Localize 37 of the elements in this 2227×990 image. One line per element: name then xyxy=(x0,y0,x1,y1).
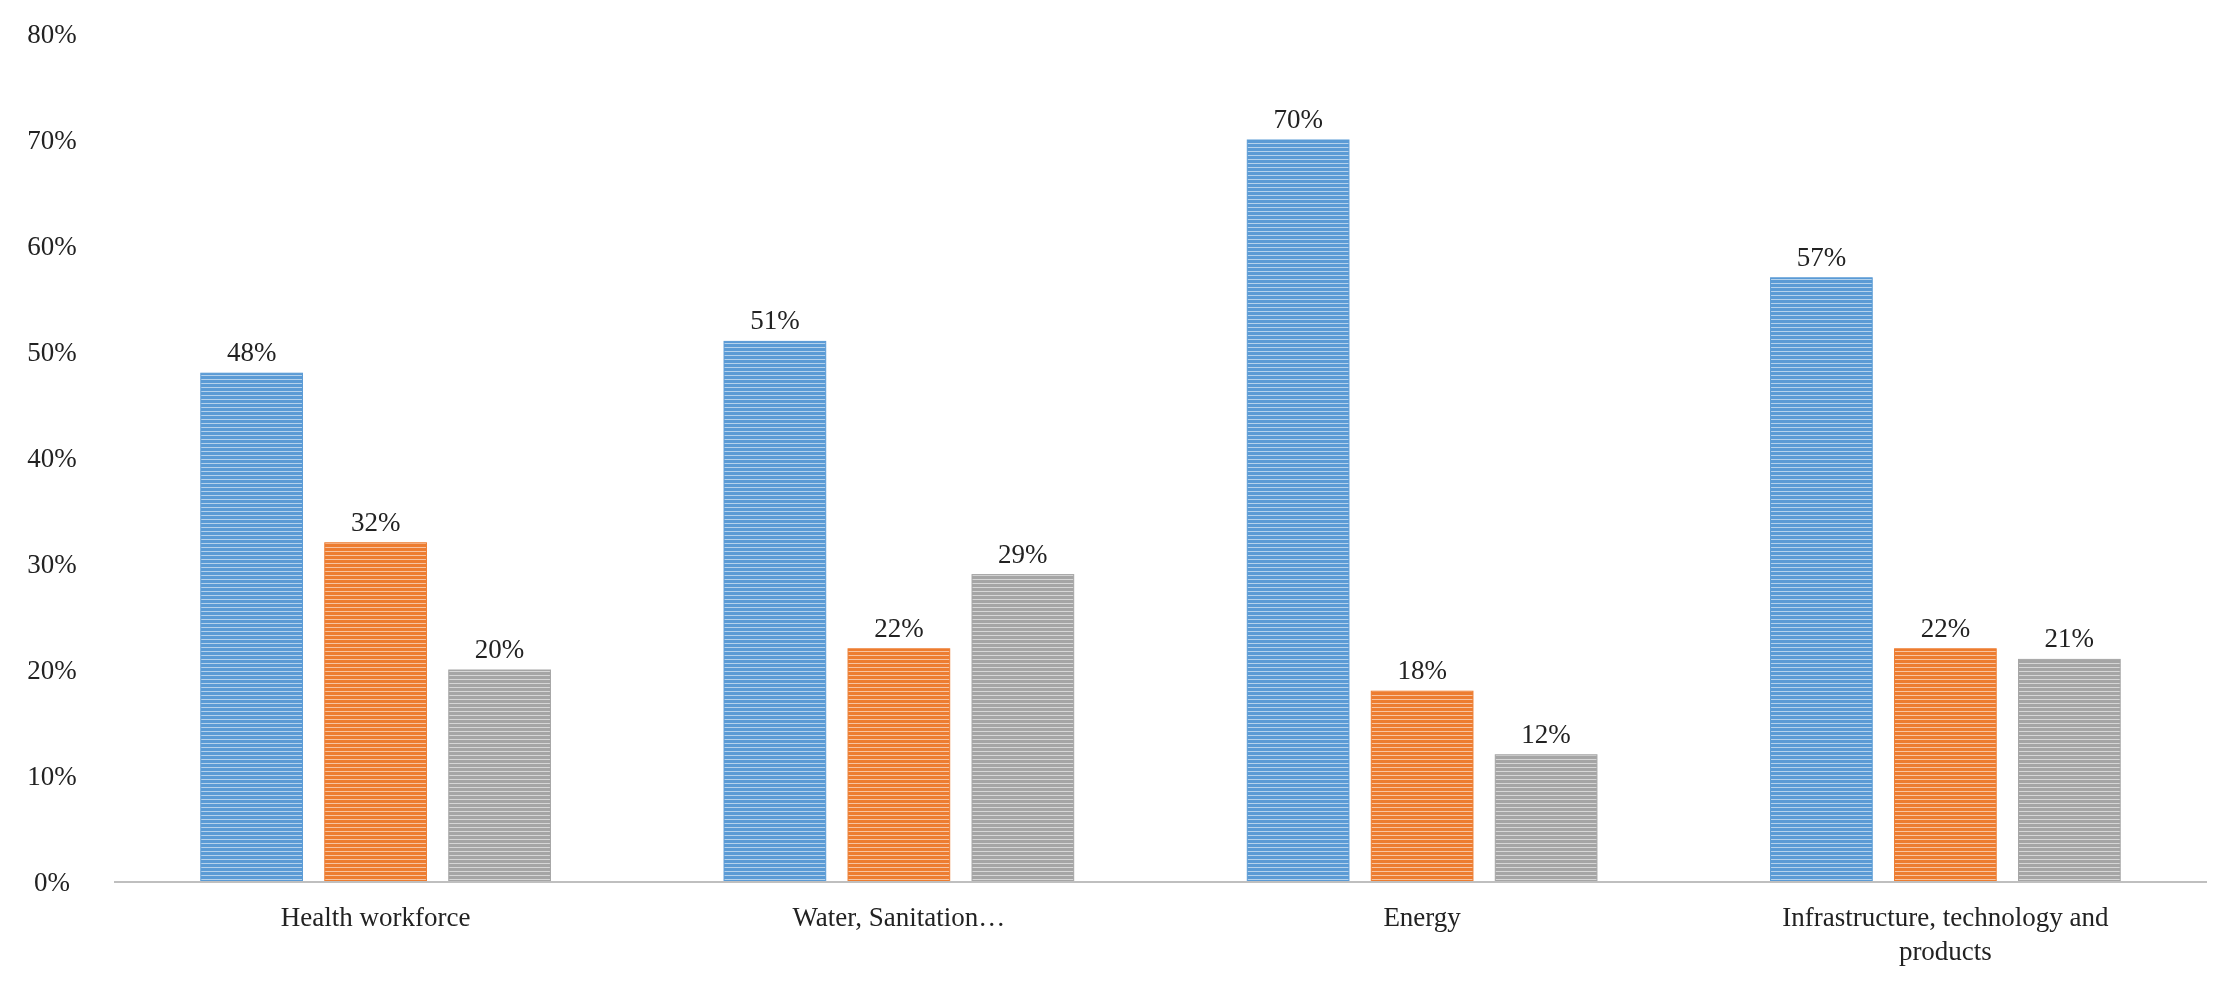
y-tick-label: 70% xyxy=(27,125,77,156)
text: 29% xyxy=(998,538,1048,569)
y-tick-label: 0% xyxy=(34,867,70,898)
text: 32% xyxy=(350,506,401,537)
bar xyxy=(1770,277,1873,883)
y-tick-label: 10% xyxy=(27,761,77,792)
text: 18% xyxy=(1397,655,1447,686)
x-tick-label: Infrastructure, technology and products xyxy=(1782,902,2109,966)
bar xyxy=(1370,690,1474,883)
bar xyxy=(200,372,303,883)
bar xyxy=(971,574,1075,883)
text: 48% xyxy=(226,337,277,368)
y-tick-label: 80% xyxy=(27,19,77,50)
text: 70% xyxy=(1273,104,1323,134)
y-tick-label: 30% xyxy=(27,549,77,580)
text: 22% xyxy=(1920,612,1971,643)
y-tick-label: 20% xyxy=(27,655,77,686)
x-tick-label: Energy xyxy=(1383,902,1462,932)
bar xyxy=(723,340,827,883)
y-tick-label: 40% xyxy=(27,443,77,474)
bar xyxy=(1246,139,1350,883)
x-tick-label: Health workforce xyxy=(280,902,471,932)
bar xyxy=(847,648,951,883)
bar xyxy=(1894,648,1997,883)
text: 57% xyxy=(1796,241,1847,272)
text: 20% xyxy=(474,634,525,664)
bar xyxy=(1494,754,1598,883)
bar xyxy=(2018,658,2121,883)
text: 21% xyxy=(2044,623,2095,654)
text: 51% xyxy=(750,305,800,336)
bar xyxy=(448,669,551,883)
y-tick-label: 60% xyxy=(27,231,77,262)
x-tick-label: Water, Sanitation… xyxy=(792,902,1006,932)
text: 22% xyxy=(874,612,924,643)
text: 12% xyxy=(1521,718,1571,749)
bar xyxy=(324,542,427,883)
y-tick-label: 50% xyxy=(27,337,77,368)
